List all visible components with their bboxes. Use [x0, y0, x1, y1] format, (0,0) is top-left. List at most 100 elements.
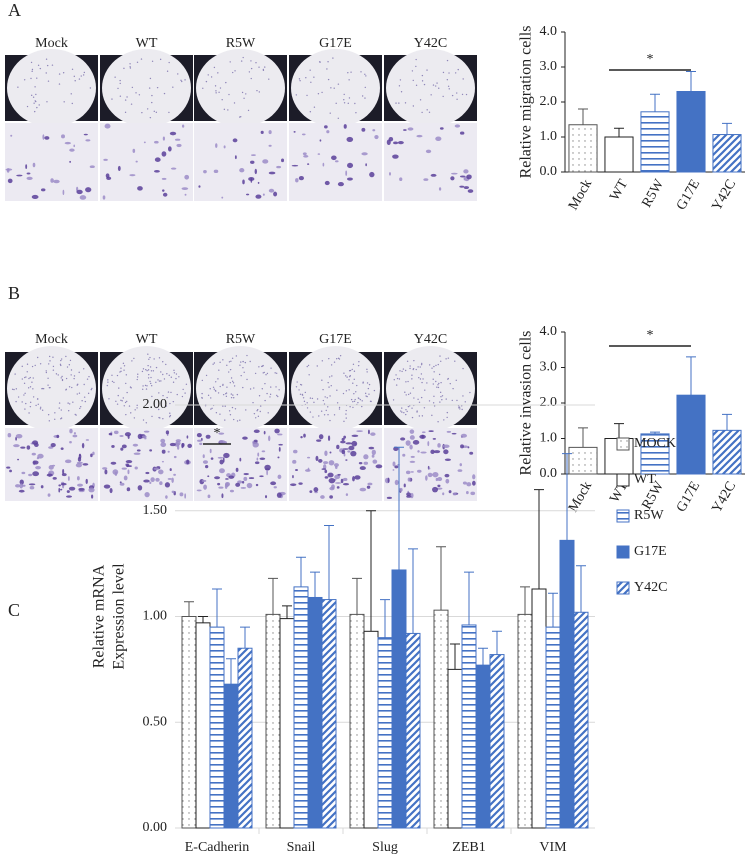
cell-dot: [438, 87, 440, 89]
cell: [213, 169, 219, 174]
cell-dot: [163, 378, 166, 380]
cell-dot: [32, 396, 35, 398]
cell-dot: [229, 381, 231, 384]
cell: [460, 433, 467, 438]
cell-dot: [67, 410, 70, 412]
cell: [406, 492, 411, 496]
cell-dot: [65, 377, 68, 380]
cell-dot: [201, 379, 204, 382]
cell: [132, 148, 136, 153]
cell-dot: [442, 71, 445, 74]
cell-dot: [366, 371, 368, 373]
cell-dot: [219, 87, 222, 89]
cell: [319, 139, 322, 142]
cell-dot: [364, 73, 366, 75]
cell-dot: [348, 79, 350, 81]
cell-dot: [270, 386, 272, 388]
cell-dot: [87, 392, 90, 395]
cell-dot: [437, 384, 439, 386]
cell-dot: [28, 377, 30, 380]
cell-dot: [299, 383, 302, 386]
error-bar: [394, 446, 404, 570]
cell: [153, 467, 159, 470]
error-bar: [650, 431, 660, 434]
cell: [393, 141, 399, 145]
cell: [52, 464, 56, 467]
cell: [443, 449, 449, 455]
cell-dot: [259, 410, 261, 413]
image-label: Mock: [35, 332, 68, 347]
cell: [329, 486, 335, 491]
cell: [202, 460, 209, 464]
cell-dot: [433, 395, 435, 398]
cell: [82, 463, 89, 466]
cell-dot: [169, 402, 171, 405]
cell: [405, 470, 411, 475]
cell: [403, 483, 406, 488]
well: [102, 49, 191, 127]
cell: [81, 442, 85, 449]
cell-dot: [357, 364, 360, 367]
cell-dot: [330, 364, 333, 366]
error-bar: [464, 571, 474, 625]
cell-dot: [134, 409, 136, 411]
bar: [265, 613, 281, 829]
cell-dot: [433, 365, 435, 368]
cell: [354, 475, 361, 480]
cell-dot: [172, 400, 175, 403]
cell: [466, 482, 472, 487]
cell: [32, 162, 36, 168]
cell: [435, 477, 439, 482]
cell: [134, 466, 138, 470]
cell: [239, 457, 242, 462]
cell-dot: [89, 87, 92, 89]
cell-dot: [247, 109, 250, 112]
cell-dot: [411, 374, 413, 376]
cell: [452, 492, 457, 496]
cell-dot: [34, 364, 36, 367]
cell: [304, 469, 311, 472]
cell-dot: [233, 397, 235, 399]
cell: [242, 179, 245, 185]
cell-dot: [328, 386, 330, 388]
cell: [372, 459, 378, 464]
cell: [76, 189, 83, 195]
cell: [444, 458, 451, 461]
x-tick-label: ZEB1: [452, 840, 485, 855]
cell-dot: [32, 377, 34, 379]
cell: [50, 443, 56, 448]
cell-dot: [421, 381, 423, 384]
cell-dot: [201, 392, 203, 395]
cell: [417, 450, 420, 453]
cell-dot: [465, 93, 468, 96]
cell-dot: [310, 81, 312, 83]
cell-dot: [36, 77, 38, 79]
cell: [184, 493, 187, 499]
cell-dot: [426, 109, 428, 111]
cell: [32, 471, 40, 477]
x-tick-label: Y42C: [710, 177, 740, 213]
cell: [83, 133, 88, 136]
cell-dot: [31, 70, 33, 73]
cell-dot: [124, 401, 127, 404]
cell-dot: [114, 76, 116, 78]
y-tick-label: 1.0: [540, 129, 558, 144]
cell-dot: [258, 66, 260, 68]
cell-dot: [153, 358, 155, 360]
cell-dot: [217, 72, 219, 74]
cell-dot: [25, 402, 27, 405]
cell-dot: [232, 71, 234, 74]
cell-dot: [421, 111, 423, 114]
cell: [181, 442, 185, 448]
cell-dot: [253, 387, 255, 389]
bar: [181, 616, 197, 829]
cell-dot: [318, 61, 321, 63]
cell-dot: [392, 399, 395, 401]
cell: [133, 452, 141, 455]
cell-dot: [316, 398, 319, 400]
cell: [409, 429, 415, 434]
y-tick-label: 2.00: [143, 397, 168, 412]
x-tick-label: Slug: [372, 840, 398, 855]
cell-dot: [35, 100, 37, 103]
cell-dot: [21, 378, 24, 380]
